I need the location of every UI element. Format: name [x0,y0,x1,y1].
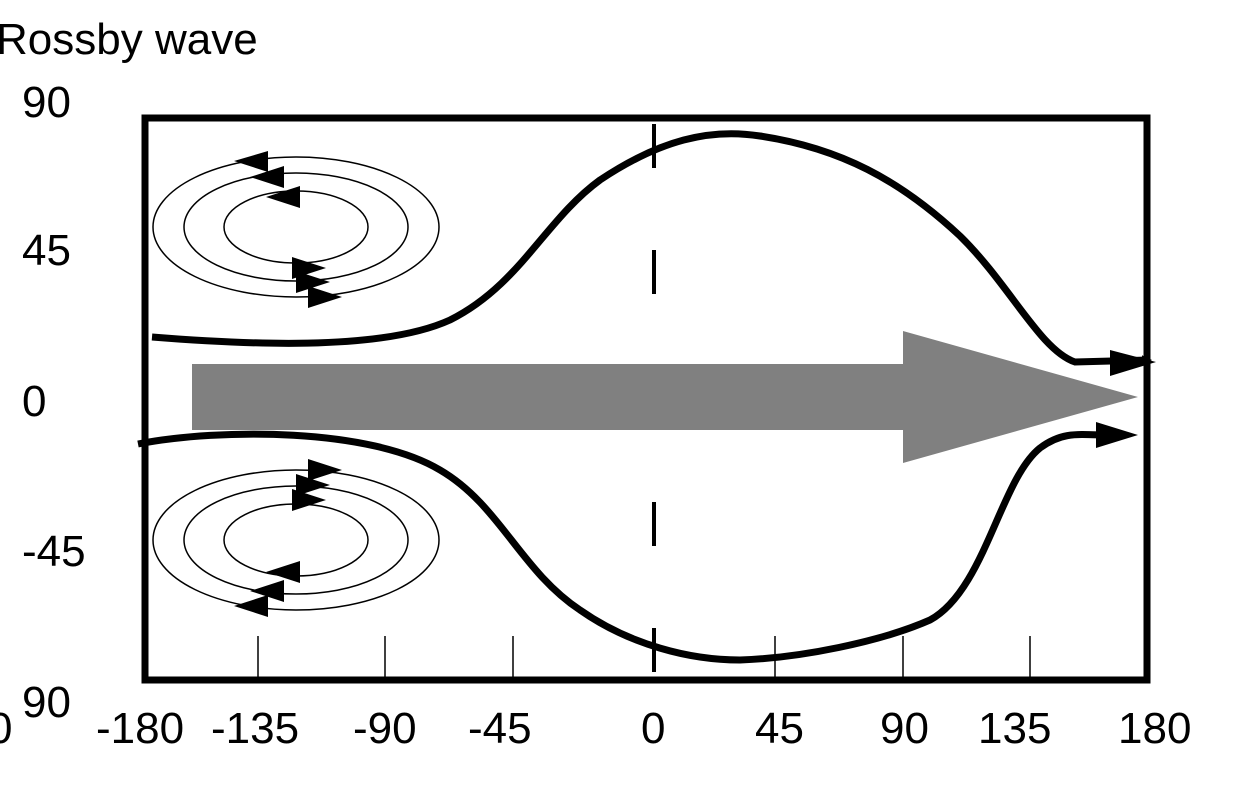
x-tick-label-clipped: 0 [0,704,12,753]
y-tick-label: 0 [22,377,46,426]
y-tick-label: 90 [22,78,71,127]
x-tick-label: 180 [1118,704,1191,753]
x-tick-label: 0 [641,704,665,753]
y-tick-label: -45 [22,527,86,576]
x-tick-label: -90 [353,704,417,753]
southern-vortex-arrowheads [234,459,342,617]
southern-streamline-arrowhead [1096,422,1138,448]
northern-streamline [151,130,1152,366]
y-tick-label: 90 [22,678,71,727]
southern-streamline [137,430,1101,664]
diagram-title: Rossby wave [0,15,258,64]
x-tick-label: 45 [755,704,804,753]
x-tick-label: -180 [96,704,184,753]
y-tick-label: 45 [22,226,71,275]
eastward-flow-arrow-icon [192,331,1138,463]
map-frame [141,114,1151,684]
northern-streamline-arrowhead [1110,350,1156,376]
x-tick-label: 90 [880,704,929,753]
northern-vortex-arrowheads [234,151,342,308]
x-tick-label: 135 [978,704,1051,753]
x-tick-marks [257,636,1031,677]
x-tick-label: -45 [468,704,532,753]
x-tick-label: -135 [211,704,299,753]
